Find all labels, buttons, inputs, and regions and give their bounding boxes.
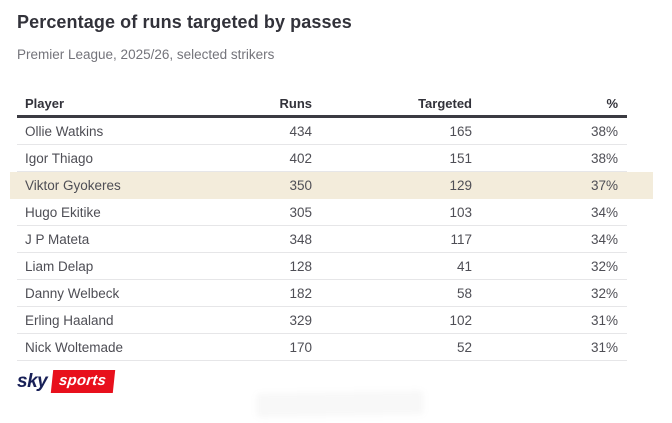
targeted-cell: 151 [449, 150, 472, 166]
sky-logo-text: sky [17, 370, 48, 392]
column-header-percent: % [606, 96, 618, 111]
player-name-cell: Ollie Watkins [25, 123, 104, 139]
targeted-cell: 102 [449, 312, 472, 328]
targeted-cell: 52 [456, 339, 472, 355]
stats-table: Player Runs Targeted % Ollie Watkins 434 1… [10, 92, 653, 361]
runs-cell: 348 [289, 231, 312, 247]
column-header-targeted: Targeted [418, 96, 472, 111]
sports-logo-text: sports [58, 372, 108, 389]
watermark [255, 390, 425, 418]
table-row: J P Mateta 348 117 34% [17, 226, 627, 253]
runs-cell: 170 [289, 339, 312, 355]
runs-cell: 402 [289, 150, 312, 166]
table-header-row: Player Runs Targeted % [17, 92, 627, 118]
runs-cell: 128 [289, 258, 312, 274]
percent-cell: 34% [590, 204, 618, 220]
table-body: Ollie Watkins 434 165 38% Igor Thiago 402 151 3… [10, 118, 653, 361]
page-subtitle: Premier League, 2025/26, selected strike… [17, 47, 275, 62]
percent-cell: 31% [590, 339, 618, 355]
percent-cell: 32% [590, 285, 618, 301]
player-name-cell: Nick Woltemade [25, 339, 124, 355]
player-name-cell: J P Mateta [25, 231, 90, 247]
runs-cell: 182 [289, 285, 312, 301]
runs-cell: 329 [289, 312, 312, 328]
player-name-cell: Danny Welbeck [25, 285, 120, 301]
percent-cell: 31% [590, 312, 618, 328]
table-row: Hugo Ekitike 305 103 34% [17, 199, 627, 226]
targeted-cell: 41 [456, 258, 472, 274]
table-row-highlighted: Viktor Gyokeres 350 129 37% [10, 172, 653, 199]
percent-cell: 38% [590, 123, 618, 139]
sports-logo-badge: sports [50, 370, 116, 393]
table-row: Liam Delap 128 41 32% [17, 253, 627, 280]
sky-sports-logo: sky sports [17, 370, 116, 393]
percent-cell: 32% [590, 258, 618, 274]
table-row: Danny Welbeck 182 58 32% [17, 280, 627, 307]
targeted-cell: 129 [449, 177, 472, 193]
targeted-cell: 103 [449, 204, 472, 220]
table-row: Igor Thiago 402 151 38% [17, 145, 627, 172]
table-row: Nick Woltemade 170 52 31% [17, 334, 627, 361]
percent-cell: 37% [590, 177, 618, 193]
table-row: Ollie Watkins 434 165 38% [17, 118, 627, 145]
table-row: Erling Haaland 329 102 31% [17, 307, 627, 334]
runs-cell: 350 [289, 177, 312, 193]
player-name-cell: Viktor Gyokeres [25, 177, 121, 193]
runs-cell: 434 [289, 123, 312, 139]
percent-cell: 38% [590, 150, 618, 166]
column-header-player: Player [25, 96, 65, 111]
column-header-runs: Runs [279, 96, 313, 111]
targeted-cell: 58 [456, 285, 472, 301]
targeted-cell: 165 [449, 123, 472, 139]
player-name-cell: Hugo Ekitike [25, 204, 101, 220]
player-name-cell: Liam Delap [25, 258, 94, 274]
player-name-cell: Igor Thiago [25, 150, 94, 166]
targeted-cell: 117 [450, 231, 472, 247]
player-name-cell: Erling Haaland [25, 312, 114, 328]
percent-cell: 34% [590, 231, 618, 247]
runs-cell: 305 [289, 204, 312, 220]
page-title: Percentage of runs targeted by passes [17, 12, 352, 32]
